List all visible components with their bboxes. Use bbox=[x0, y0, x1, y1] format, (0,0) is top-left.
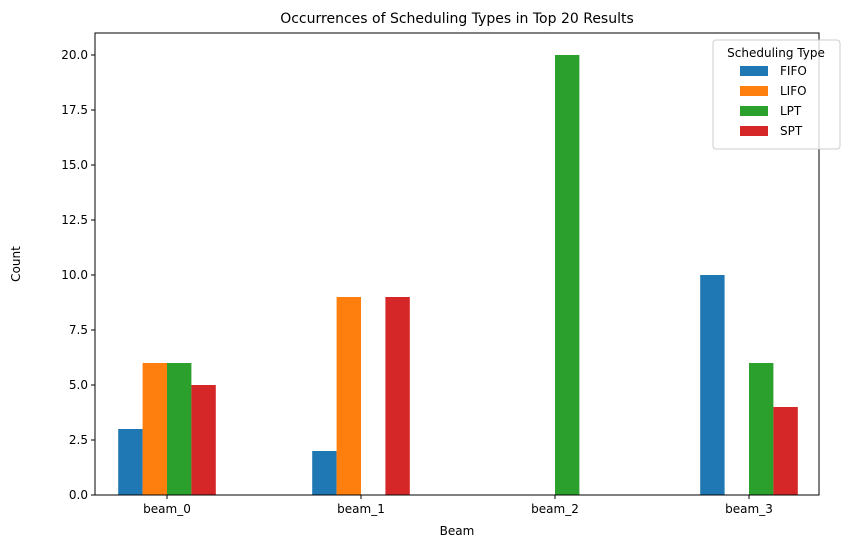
y-tick-label: 12.5 bbox=[61, 213, 88, 227]
y-tick-label: 2.5 bbox=[69, 433, 88, 447]
bar-spt-beam_0 bbox=[191, 385, 216, 495]
bar-fifo-beam_0 bbox=[118, 429, 143, 495]
bar-spt-beam_1 bbox=[385, 297, 410, 495]
legend-swatch-spt bbox=[740, 126, 768, 136]
y-tick-label: 0.0 bbox=[69, 488, 88, 502]
legend-label-lifo: LIFO bbox=[780, 84, 807, 98]
legend: Scheduling Type FIFO LIFO LPT SPT bbox=[712, 39, 841, 150]
bar-fifo-beam_1 bbox=[312, 451, 337, 495]
x-tick-label: beam_2 bbox=[531, 502, 579, 516]
y-tick-label: 17.5 bbox=[61, 103, 88, 117]
legend-swatch-lpt bbox=[740, 106, 768, 116]
bar-lpt-beam_2 bbox=[555, 55, 580, 495]
legend-label-spt: SPT bbox=[780, 124, 803, 138]
bar-spt-beam_3 bbox=[773, 407, 798, 495]
y-tick-label: 5.0 bbox=[69, 378, 88, 392]
y-tick-label: 15.0 bbox=[61, 158, 88, 172]
legend-label-lpt: LPT bbox=[780, 104, 802, 118]
x-tick-label: beam_3 bbox=[725, 502, 773, 516]
y-axis-title: Count bbox=[9, 246, 23, 282]
y-axis-ticks: 0.0 2.5 5.0 7.5 10.0 12.5 15.0 17.5 20.0 bbox=[61, 48, 95, 502]
legend-title: Scheduling Type bbox=[727, 46, 825, 60]
bar-lpt-beam_0 bbox=[167, 363, 192, 495]
x-axis-ticks: beam_0 beam_1 beam_2 beam_3 bbox=[143, 495, 773, 516]
legend-swatch-fifo bbox=[740, 66, 768, 76]
y-tick-label: 10.0 bbox=[61, 268, 88, 282]
x-tick-label: beam_0 bbox=[143, 502, 191, 516]
legend-swatch-lifo bbox=[740, 86, 768, 96]
bars-group bbox=[118, 55, 798, 495]
bar-fifo-beam_3 bbox=[700, 275, 725, 495]
bar-lifo-beam_0 bbox=[142, 363, 167, 495]
y-tick-label: 20.0 bbox=[61, 48, 88, 62]
plot-frame bbox=[94, 32, 820, 496]
x-axis-title: Beam bbox=[440, 524, 475, 538]
bar-lifo-beam_1 bbox=[336, 297, 361, 495]
bar-lpt-beam_3 bbox=[749, 363, 774, 495]
legend-label-fifo: FIFO bbox=[780, 64, 807, 78]
y-tick-label: 7.5 bbox=[69, 323, 88, 337]
chart-title: Occurrences of Scheduling Types in Top 2… bbox=[280, 11, 634, 27]
x-tick-label: beam_1 bbox=[337, 502, 385, 516]
